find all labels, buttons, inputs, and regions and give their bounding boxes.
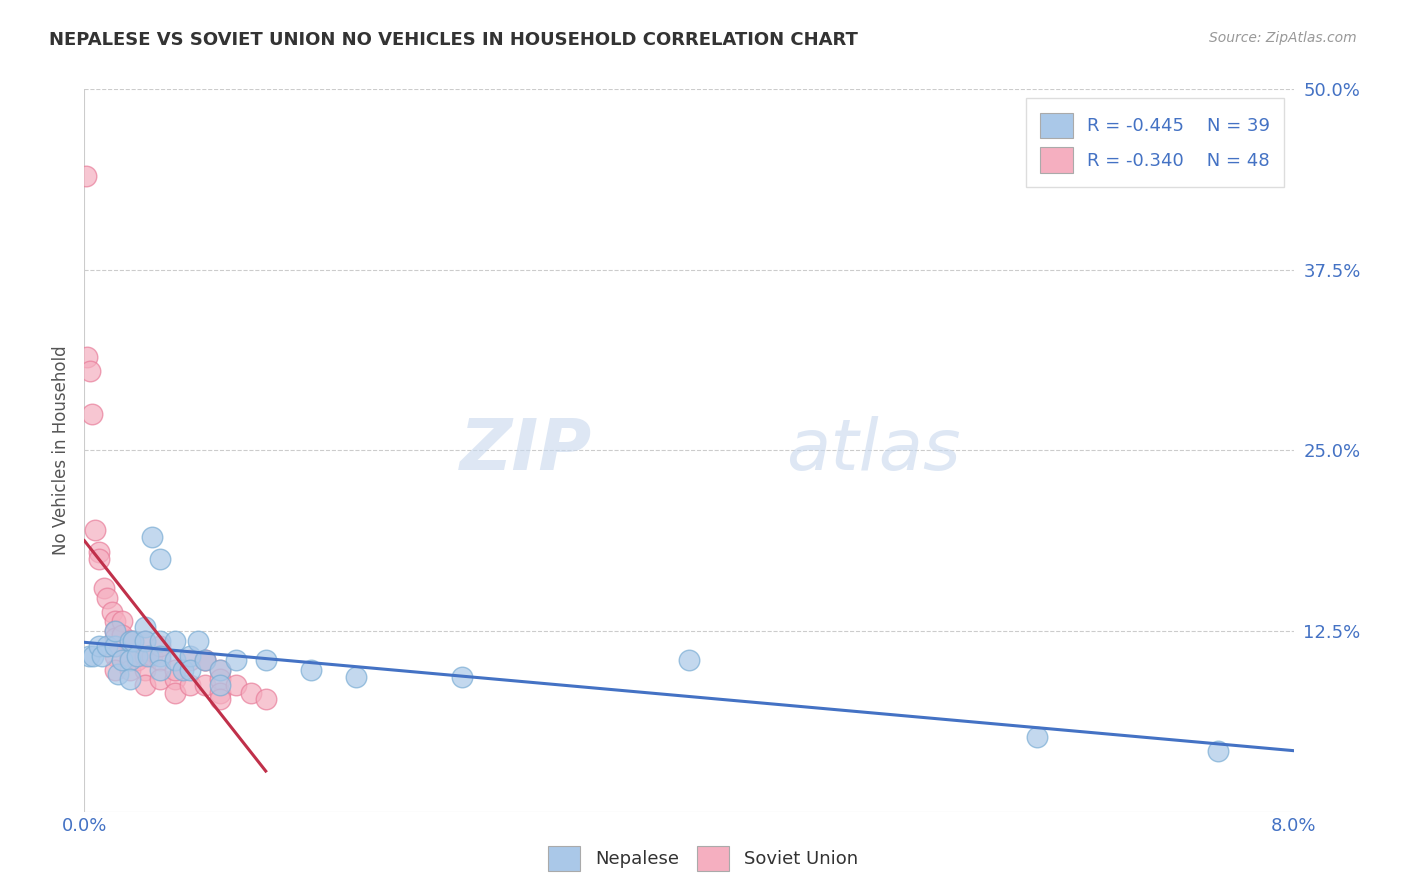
Point — [89, 544, 111, 558]
Point — [89, 551, 111, 566]
Point — [209, 692, 232, 706]
Point — [121, 634, 143, 648]
Point — [209, 663, 232, 677]
Point — [121, 634, 143, 648]
Point — [451, 670, 474, 684]
Point — [104, 663, 127, 677]
Point — [118, 634, 141, 648]
Point — [149, 653, 172, 667]
Point — [194, 677, 217, 691]
Text: atlas: atlas — [786, 416, 960, 485]
Point — [100, 605, 122, 619]
Text: ZIP: ZIP — [460, 416, 592, 485]
Point — [77, 648, 100, 663]
Point — [104, 614, 127, 628]
Point — [149, 672, 172, 686]
Point — [134, 648, 156, 663]
Point — [254, 653, 277, 667]
Point — [149, 639, 172, 653]
Point — [104, 648, 127, 663]
Point — [346, 670, 368, 684]
Point — [149, 551, 172, 566]
Point — [165, 663, 187, 677]
Point — [118, 648, 141, 663]
Point — [141, 648, 163, 663]
Point — [678, 653, 700, 667]
Point — [149, 648, 172, 663]
Legend: R = -0.445    N = 39, R = -0.340    N = 48: R = -0.445 N = 39, R = -0.340 N = 48 — [1025, 98, 1285, 187]
Point — [239, 686, 262, 700]
Point — [118, 634, 141, 648]
Point — [111, 614, 134, 628]
Point — [104, 639, 127, 653]
Point — [80, 407, 103, 421]
Point — [194, 653, 217, 667]
Point — [225, 677, 247, 691]
Text: Source: ZipAtlas.com: Source: ZipAtlas.com — [1209, 31, 1357, 45]
Point — [134, 663, 156, 677]
Point — [104, 632, 127, 646]
Point — [149, 634, 172, 648]
Point — [93, 581, 115, 595]
Text: NEPALESE VS SOVIET UNION NO VEHICLES IN HOUSEHOLD CORRELATION CHART: NEPALESE VS SOVIET UNION NO VEHICLES IN … — [49, 31, 858, 49]
Point — [149, 663, 172, 677]
Point — [209, 672, 232, 686]
Point — [165, 686, 187, 700]
Y-axis label: No Vehicles in Household: No Vehicles in Household — [52, 345, 70, 556]
Point — [165, 653, 187, 667]
Point — [134, 634, 156, 648]
Point — [209, 686, 232, 700]
Point — [75, 169, 97, 183]
Point — [141, 530, 163, 544]
Point — [136, 648, 159, 663]
Point — [104, 639, 127, 653]
Point — [134, 634, 156, 648]
Point — [254, 692, 277, 706]
Point — [127, 648, 149, 663]
Point — [118, 634, 141, 648]
Point — [111, 653, 134, 667]
Point — [118, 663, 141, 677]
Point — [179, 648, 201, 663]
Point — [179, 663, 201, 677]
Point — [118, 672, 141, 686]
Point — [194, 653, 217, 667]
Point — [134, 620, 156, 634]
Point — [82, 648, 104, 663]
Point — [1206, 744, 1229, 758]
Point — [165, 634, 187, 648]
Point — [187, 634, 209, 648]
Point — [79, 364, 101, 378]
Point — [179, 677, 201, 691]
Point — [118, 648, 141, 663]
Point — [127, 653, 149, 667]
Point — [1025, 730, 1047, 744]
Point — [165, 672, 187, 686]
Point — [84, 523, 107, 537]
Point — [118, 653, 141, 667]
Point — [172, 663, 194, 677]
Point — [96, 591, 118, 605]
Point — [104, 624, 127, 639]
Point — [91, 648, 114, 663]
Legend: Nepalese, Soviet Union: Nepalese, Soviet Union — [541, 838, 865, 879]
Point — [194, 653, 217, 667]
Point — [225, 653, 247, 667]
Point — [104, 624, 127, 639]
Point — [89, 639, 111, 653]
Point — [107, 667, 129, 681]
Point — [111, 628, 134, 642]
Point — [209, 677, 232, 691]
Point — [179, 653, 201, 667]
Point — [209, 663, 232, 677]
Point — [134, 677, 156, 691]
Point — [76, 350, 98, 364]
Point — [299, 663, 322, 677]
Point — [96, 639, 118, 653]
